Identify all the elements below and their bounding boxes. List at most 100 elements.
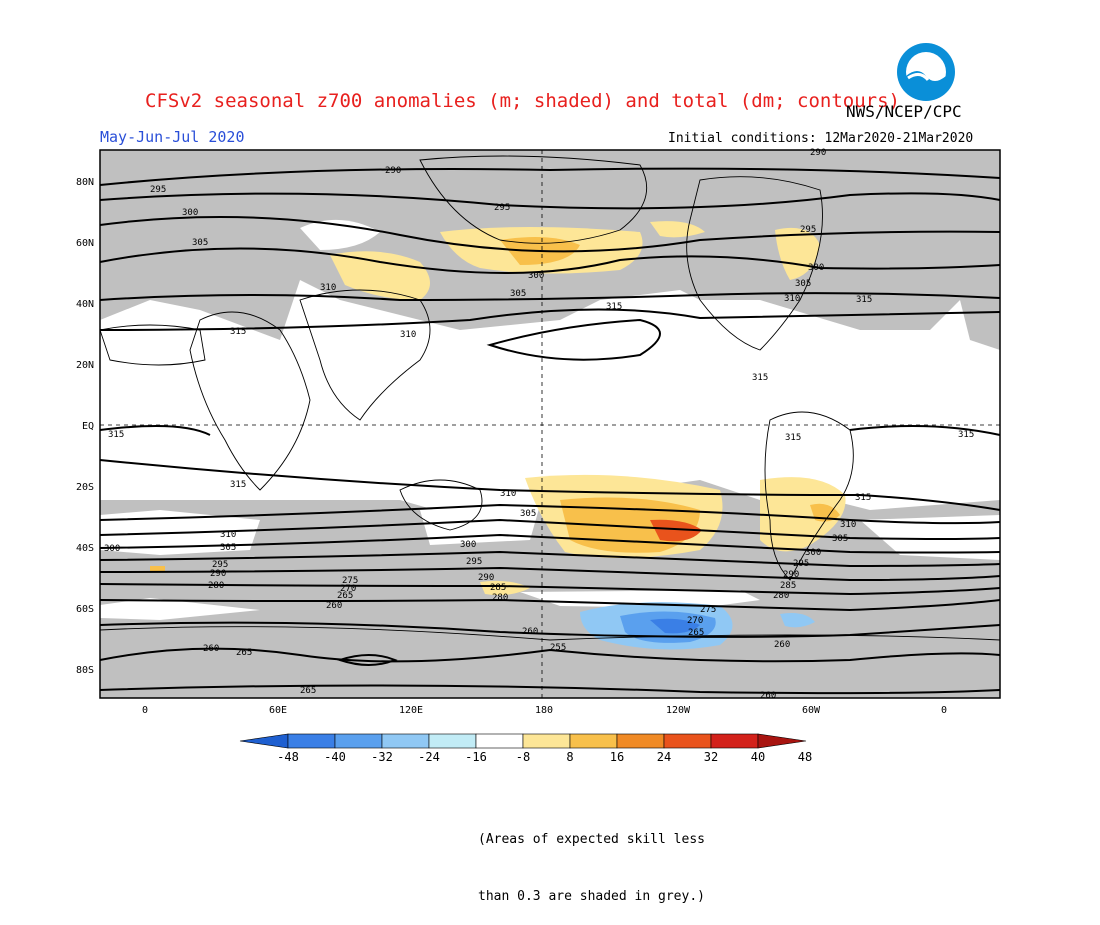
contour-label: 300 [805,548,821,558]
contour-label: 265 [337,591,353,601]
contour-label: 285 [490,583,506,593]
noaa-logo-icon [897,43,955,101]
contour-label: 260 [203,644,219,654]
contour-label: 280 [492,593,508,603]
colorbar-swatch [710,733,759,749]
colorbar-swatch [522,733,571,749]
contour-label: 270 [687,616,703,626]
colorbar: -48 -40 -32 -24 -16 -8 8 16 24 32 40 48 [239,733,812,764]
contour-label: 290 [385,166,401,176]
contour-label: 260 [760,691,776,701]
contour-label: 260 [522,627,538,637]
contour-lines [99,167,1001,695]
chart-title: CFSv2 seasonal z700 anomalies (m; shaded… [145,90,900,112]
colorbar-tick-label: 40 [751,750,765,764]
contour-label: 290 [810,148,826,158]
contour-value-labels: 290 295 300 305 310 315 295 300 305 315 … [104,148,974,701]
contour-label: 295 [466,557,482,567]
footnote-line-1: (Areas of expected skill less [478,832,705,847]
contour-label: 315 [752,373,768,383]
initial-conditions: Initial conditions: 12Mar2020-21Mar2020 [668,131,974,146]
colorbar-tick-label: 8 [566,750,573,764]
latitude-axis: 80N 60N 40N 20N EQ 20S 40S 60S 80S [76,177,94,676]
lat-tick-label: 60N [76,238,94,249]
contour-label: 280 [773,591,789,601]
contour-label: 305 [795,279,811,289]
colorbar-tick-label: 48 [798,750,812,764]
contour-label: 315 [856,295,872,305]
lat-tick-label: 20N [76,360,94,371]
contour-label: 275 [700,605,716,615]
colorbar-tick-label: -8 [516,750,530,764]
coastlines [99,155,1001,641]
contour-label: 300 [528,271,544,281]
contour-label: 290 [783,570,799,580]
contour-label: 275 [342,576,358,586]
contour-label: 300 [808,263,824,273]
contour-label: 315 [108,430,124,440]
contour-label: 300 [182,208,198,218]
contour-label: 315 [230,327,246,337]
colorbar-swatch [381,733,430,749]
colorbar-swatch [663,733,712,749]
skill-footnote: (Areas of expected skill less than 0.3 a… [478,792,705,925]
contour-label: 295 [150,185,166,195]
lon-tick-label: 0 [142,705,148,716]
contour-label: 300 [460,540,476,550]
contour-label: 260 [774,640,790,650]
colorbar-swatch [616,733,665,749]
colorbar-tick-label: 24 [657,750,671,764]
lat-tick-label: 40S [76,543,94,554]
contour-label: 315 [230,480,246,490]
contour-label: 310 [220,530,236,540]
colorbar-swatch [334,733,383,749]
contour-label: 265 [688,628,704,638]
agency-label: NWS/NCEP/CPC [846,102,962,121]
contour-label: 310 [840,520,856,530]
colorbar-tick-label: 16 [610,750,624,764]
contour-label: 295 [800,225,816,235]
contour-label: 255 [550,643,566,653]
colorbar-swatch [428,733,477,749]
contour-label: 290 [210,569,226,579]
contour-label: 310 [500,489,516,499]
colorbar-tick-label: -40 [324,750,346,764]
colorbar-swatch [287,733,336,749]
contour-label: 260 [326,601,342,611]
colorbar-tick-label: -48 [277,750,299,764]
contour-label: 305 [510,289,526,299]
colorbar-tick-label: 32 [704,750,718,764]
map-frame [99,149,1001,699]
contour-label: 290 [478,573,494,583]
lon-tick-label: 60W [802,705,821,716]
contour-label: 310 [400,330,416,340]
contour-label: 305 [832,534,848,544]
contour-label: 265 [236,648,252,658]
colorbar-swatch [569,733,618,749]
lat-tick-label: 80N [76,177,94,188]
colorbar-swatch [475,733,524,749]
contour-label: 315 [606,302,622,312]
contour-label: 295 [494,203,510,213]
contour-label: 295 [212,560,228,570]
lat-tick-label: EQ [82,421,94,432]
lon-tick-label: 60E [269,705,287,716]
colorbar-arrow-right [757,733,807,749]
map-figure: 290 295 300 305 310 315 295 300 305 315 … [76,148,1001,764]
footnote-line-2: than 0.3 are shaded in grey.) [478,889,705,904]
contour-label: 295 [793,559,809,569]
lon-tick-label: 120E [399,705,423,716]
longitude-axis: 0 60E 120E 180 120W 60W 0 [142,705,947,716]
colorbar-tick-label: -32 [371,750,393,764]
lon-tick-label: 0 [941,705,947,716]
colorbar-tick-label: -24 [418,750,440,764]
contour-label: 315 [855,493,871,503]
contour-label: 310 [784,294,800,304]
contour-label: 315 [785,433,801,443]
contour-label: 280 [208,581,224,591]
contour-label: 315 [958,430,974,440]
contour-label: 305 [192,238,208,248]
contour-label: 300 [104,544,120,554]
colorbar-arrow-left [239,733,289,749]
lon-tick-label: 120W [666,705,691,716]
